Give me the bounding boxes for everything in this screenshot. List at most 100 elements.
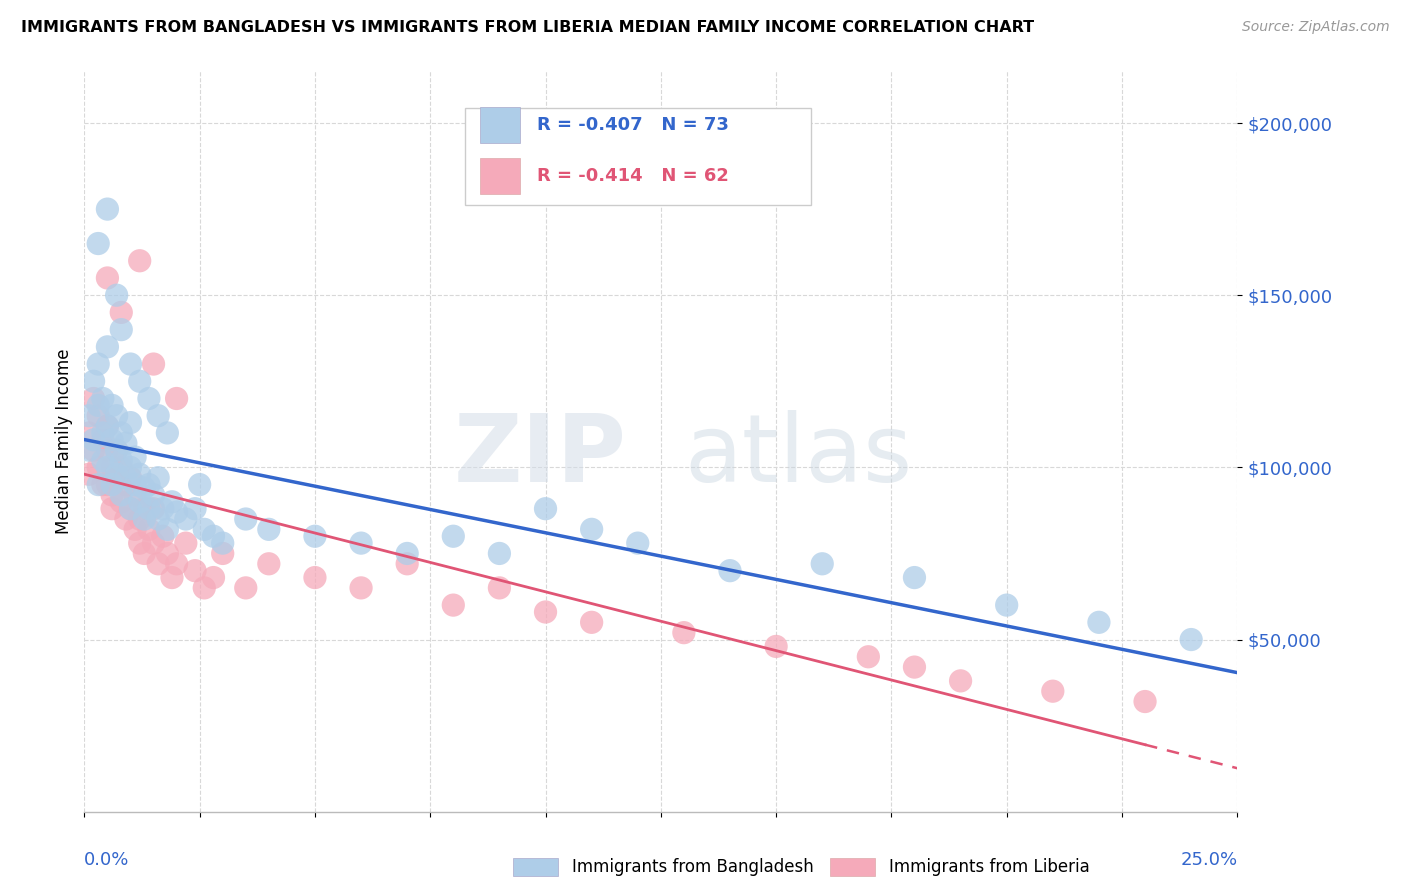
Point [142,501,165,516]
Point [765,640,787,654]
Point [257,557,280,571]
Point [1088,615,1111,630]
Point [193,522,215,536]
Point [110,425,132,440]
Point [488,581,510,595]
Point [152,529,174,543]
Point [101,460,124,475]
Point [193,581,215,595]
Point [110,495,132,509]
Point [350,536,373,550]
Point [134,546,156,560]
Point [128,467,150,482]
Point [160,495,183,509]
Point [174,512,197,526]
Point [142,357,165,371]
Point [120,501,142,516]
Point [166,505,188,519]
Point [138,522,160,536]
Point [124,488,146,502]
Point [91,477,114,491]
Point [138,501,160,516]
Point [627,536,650,550]
Point [77,409,100,423]
Point [105,443,128,458]
Point [146,471,169,485]
Text: atlas: atlas [683,410,912,502]
Point [146,512,169,526]
Point [105,288,128,302]
Point [101,477,124,491]
Point [87,460,110,475]
Point [202,529,225,543]
Point [949,673,972,688]
Point [160,570,183,584]
Point [396,557,419,571]
Point [903,660,925,674]
Point [77,425,100,440]
Point [304,529,326,543]
Text: Source: ZipAtlas.com: Source: ZipAtlas.com [1241,20,1389,34]
Point [101,433,124,447]
Point [120,416,142,430]
Text: 25.0%: 25.0% [1180,851,1237,869]
Point [257,522,280,536]
Point [156,546,179,560]
Point [441,598,464,612]
Point [105,409,128,423]
Point [166,392,188,406]
Point [488,546,510,560]
Point [120,501,142,516]
Point [115,477,138,491]
Point [91,425,114,440]
Point [87,236,110,251]
Point [995,598,1018,612]
Point [142,536,165,550]
Point [858,649,880,664]
Point [534,501,557,516]
Text: R = -0.407   N = 73: R = -0.407 N = 73 [537,116,730,134]
Point [1042,684,1064,698]
Point [120,357,142,371]
Point [110,460,132,475]
Point [166,557,188,571]
Point [105,471,128,485]
Point [202,570,225,584]
Point [146,557,169,571]
Point [534,605,557,619]
Point [441,529,464,543]
Point [134,512,156,526]
Point [134,501,156,516]
Point [96,340,118,354]
Point [156,522,179,536]
Point [211,546,233,560]
Point [138,392,160,406]
Point [350,581,373,595]
Point [128,512,150,526]
Point [96,271,118,285]
Point [87,477,110,491]
Point [96,202,118,216]
Point [1133,694,1156,708]
Point [672,625,695,640]
Point [184,501,207,516]
Point [138,477,160,491]
Point [91,433,114,447]
Point [124,522,146,536]
Point [581,615,603,630]
Point [87,398,110,412]
Point [128,536,150,550]
Point [142,488,165,502]
Point [115,512,138,526]
Point [156,425,179,440]
Point [96,419,118,434]
Point [128,253,150,268]
Text: R = -0.414   N = 62: R = -0.414 N = 62 [537,167,730,186]
Point [91,392,114,406]
Text: Immigrants from Liberia: Immigrants from Liberia [889,858,1090,876]
Point [146,409,169,423]
Point [115,436,138,450]
Point [120,460,142,475]
Point [96,443,118,458]
Point [83,392,105,406]
